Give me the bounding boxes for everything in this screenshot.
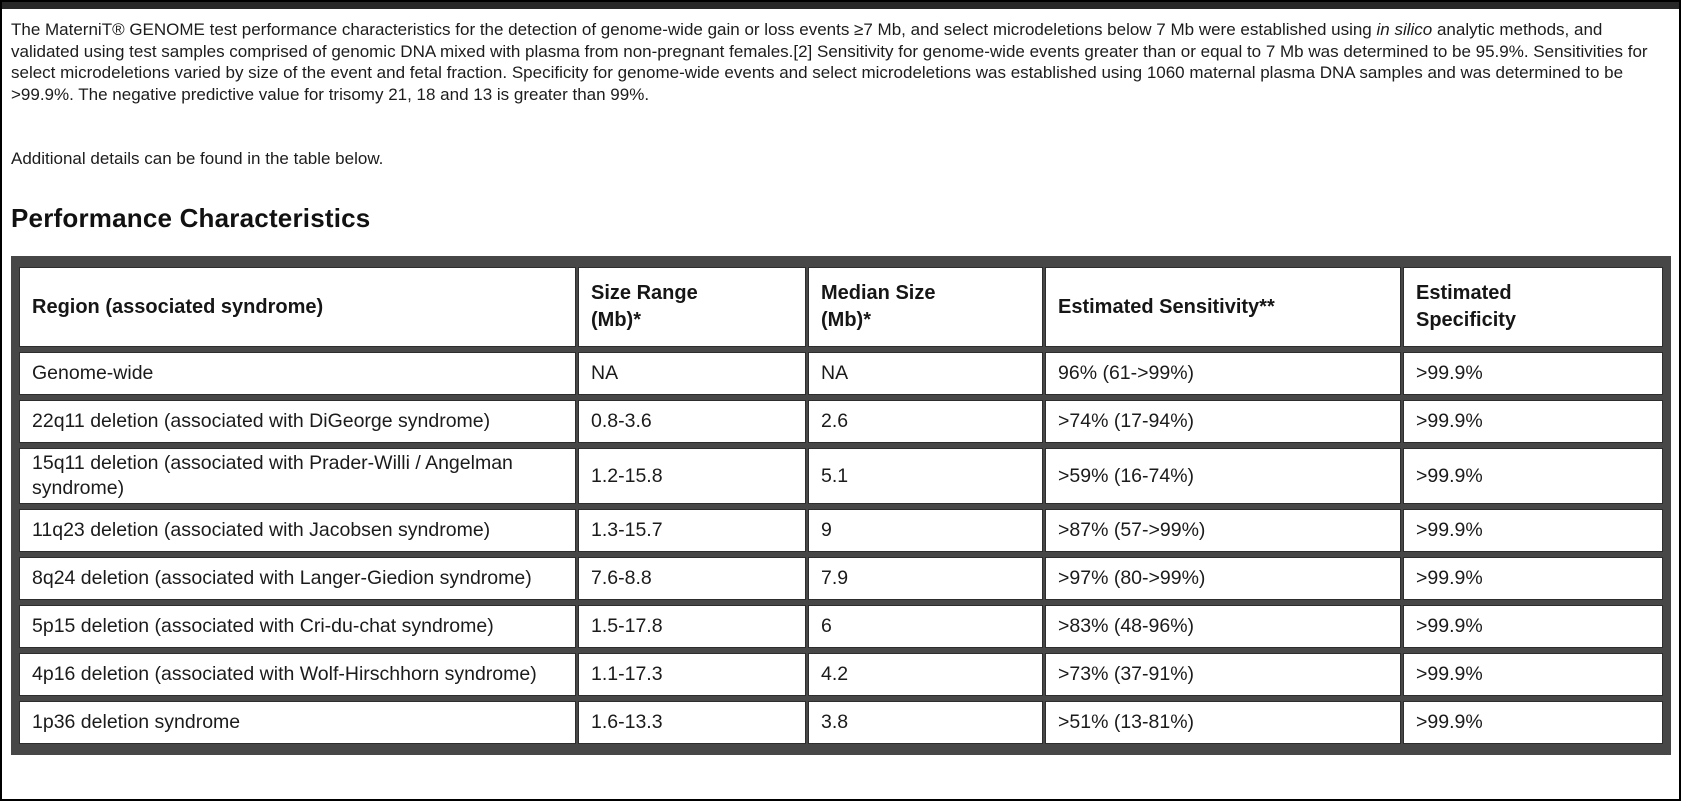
cell-median-size: 5.1 <box>808 448 1043 504</box>
cell-sensitivity: >59% (16-74%) <box>1045 448 1401 504</box>
column-header: Region (associated syndrome) <box>19 267 576 347</box>
table-row: 11q23 deletion (associated with Jacobsen… <box>19 509 1663 552</box>
cell-specificity: >99.9% <box>1403 400 1663 443</box>
cell-sensitivity: >87% (57->99%) <box>1045 509 1401 552</box>
cell-specificity: >99.9% <box>1403 448 1663 504</box>
table-row: Genome-wide NA NA 96% (61->99%) >99.9% <box>19 352 1663 395</box>
cell-specificity: >99.9% <box>1403 605 1663 648</box>
cell-sensitivity: >74% (17-94%) <box>1045 400 1401 443</box>
cell-median-size: 9 <box>808 509 1043 552</box>
intro-text-before: The MaterniT® GENOME test performance ch… <box>11 20 1377 39</box>
column-header: Median Size (Mb)* <box>808 267 1043 347</box>
cell-size-range: 1.2-15.8 <box>578 448 806 504</box>
cell-specificity: >99.9% <box>1403 557 1663 600</box>
cell-median-size: 3.8 <box>808 701 1043 744</box>
table-row: 8q24 deletion (associated with Langer-Gi… <box>19 557 1663 600</box>
intro-text-italic: in silico <box>1376 20 1433 39</box>
intro-paragraph: The MaterniT® GENOME test performance ch… <box>11 19 1666 105</box>
table-header: Region (associated syndrome) Size Range (… <box>19 267 1663 347</box>
column-header: Estimated Specificity <box>1403 267 1663 347</box>
top-border-bar <box>2 2 1679 9</box>
table-row: 5p15 deletion (associated with Cri-du-ch… <box>19 605 1663 648</box>
cell-specificity: >99.9% <box>1403 653 1663 696</box>
cell-region: 4p16 deletion (associated with Wolf-Hirs… <box>19 653 576 696</box>
cell-sensitivity: >97% (80->99%) <box>1045 557 1401 600</box>
cell-median-size: 4.2 <box>808 653 1043 696</box>
performance-characteristics-table: Region (associated syndrome) Size Range (… <box>11 256 1671 755</box>
table-header-row: Region (associated syndrome) Size Range (… <box>19 267 1663 347</box>
cell-size-range: 0.8-3.6 <box>578 400 806 443</box>
cell-median-size: 7.9 <box>808 557 1043 600</box>
cell-region: 8q24 deletion (associated with Langer-Gi… <box>19 557 576 600</box>
cell-region: Genome-wide <box>19 352 576 395</box>
cell-sensitivity: >51% (13-81%) <box>1045 701 1401 744</box>
cell-size-range: 1.3-15.7 <box>578 509 806 552</box>
cell-median-size: 6 <box>808 605 1043 648</box>
cell-size-range: 1.1-17.3 <box>578 653 806 696</box>
cell-region: 1p36 deletion syndrome <box>19 701 576 744</box>
section-title: Performance Characteristics <box>11 203 371 233</box>
table-row: 15q11 deletion (associated with Prader-W… <box>19 448 1663 504</box>
document-content: The MaterniT® GENOME test performance ch… <box>2 9 1679 755</box>
cell-specificity: >99.9% <box>1403 509 1663 552</box>
cell-sensitivity: >73% (37-91%) <box>1045 653 1401 696</box>
column-header: Size Range (Mb)* <box>578 267 806 347</box>
cell-region: 5p15 deletion (associated with Cri-du-ch… <box>19 605 576 648</box>
cell-size-range: 7.6-8.8 <box>578 557 806 600</box>
cell-specificity: >99.9% <box>1403 352 1663 395</box>
cell-median-size: 2.6 <box>808 400 1043 443</box>
intro-text-after: analytic methods, and validated using te… <box>11 20 1648 104</box>
table-row: 22q11 deletion (associated with DiGeorge… <box>19 400 1663 443</box>
cell-size-range: 1.5-17.8 <box>578 605 806 648</box>
cell-region: 15q11 deletion (associated with Prader-W… <box>19 448 576 504</box>
cell-region: 22q11 deletion (associated with DiGeorge… <box>19 400 576 443</box>
cell-size-range: NA <box>578 352 806 395</box>
column-header: Estimated Sensitivity** <box>1045 267 1401 347</box>
table-row: 4p16 deletion (associated with Wolf-Hirs… <box>19 653 1663 696</box>
cell-region: 11q23 deletion (associated with Jacobsen… <box>19 509 576 552</box>
cell-sensitivity: >83% (48-96%) <box>1045 605 1401 648</box>
cell-median-size: NA <box>808 352 1043 395</box>
cell-sensitivity: 96% (61->99%) <box>1045 352 1401 395</box>
table-row: 1p36 deletion syndrome 1.6-13.3 3.8 >51%… <box>19 701 1663 744</box>
cell-specificity: >99.9% <box>1403 701 1663 744</box>
cell-size-range: 1.6-13.3 <box>578 701 806 744</box>
performance-table-body: Genome-wide NA NA 96% (61->99%) >99.9% 2… <box>19 352 1663 744</box>
additional-details-note: Additional details can be found in the t… <box>11 149 384 168</box>
